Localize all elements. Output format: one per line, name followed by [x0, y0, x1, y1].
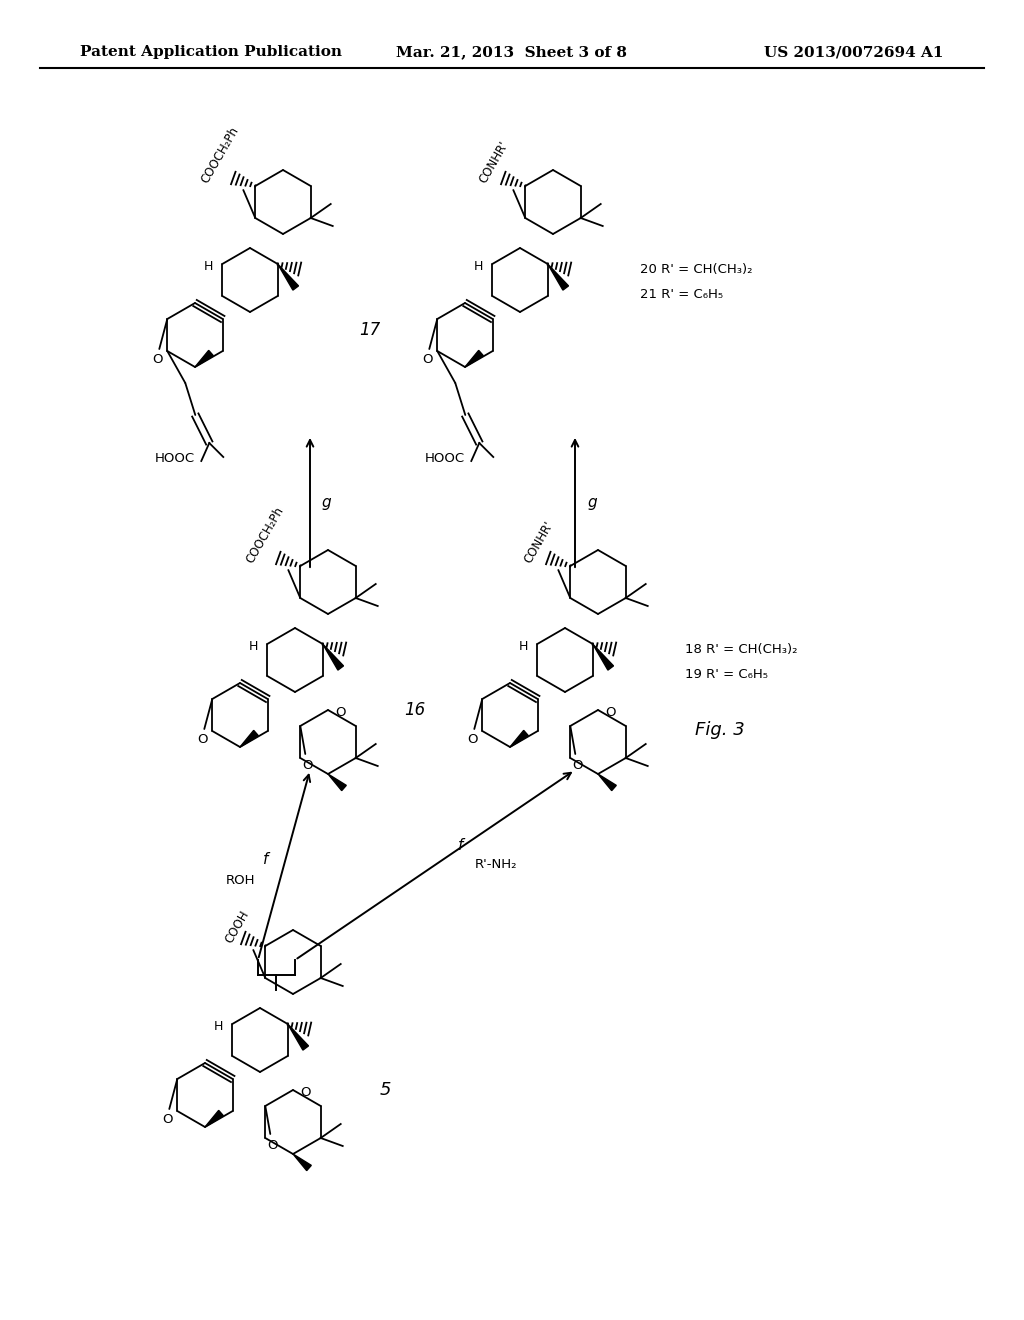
Text: ROH: ROH	[225, 874, 255, 887]
Polygon shape	[328, 774, 346, 791]
Text: f: f	[262, 853, 268, 867]
Text: O: O	[467, 733, 477, 746]
Text: CONHR': CONHR'	[477, 140, 511, 186]
Text: Fig. 3: Fig. 3	[695, 721, 744, 739]
Text: g: g	[322, 495, 332, 511]
Text: O: O	[302, 759, 312, 772]
Polygon shape	[510, 730, 528, 747]
Text: H: H	[204, 260, 213, 272]
Text: Mar. 21, 2013  Sheet 3 of 8: Mar. 21, 2013 Sheet 3 of 8	[396, 45, 628, 59]
Text: H: H	[473, 260, 483, 272]
Text: 20 R' = CH(CH₃)₂: 20 R' = CH(CH₃)₂	[640, 264, 753, 276]
Text: O: O	[162, 1113, 172, 1126]
Polygon shape	[465, 350, 483, 367]
Text: O: O	[335, 706, 345, 719]
Text: 21 R' = C₆H₅: 21 R' = C₆H₅	[640, 289, 723, 301]
Text: O: O	[605, 706, 615, 719]
Polygon shape	[323, 644, 343, 671]
Text: O: O	[152, 352, 163, 366]
Text: 19 R' = C₆H₅: 19 R' = C₆H₅	[685, 668, 768, 681]
Polygon shape	[548, 264, 568, 290]
Text: 16: 16	[404, 701, 426, 719]
Text: COOH: COOH	[222, 908, 251, 946]
Text: COOCH₂Ph: COOCH₂Ph	[199, 125, 242, 186]
Text: HOOC: HOOC	[156, 451, 196, 465]
Text: Patent Application Publication: Patent Application Publication	[80, 45, 342, 59]
Text: R'-NH₂: R'-NH₂	[475, 858, 517, 871]
Text: 18 R' = CH(CH₃)₂: 18 R' = CH(CH₃)₂	[685, 644, 798, 656]
Text: g: g	[587, 495, 597, 511]
Text: 17: 17	[359, 321, 381, 339]
Text: US 2013/0072694 A1: US 2013/0072694 A1	[765, 45, 944, 59]
Text: 5: 5	[379, 1081, 391, 1100]
Polygon shape	[293, 1154, 311, 1171]
Text: O: O	[572, 759, 583, 772]
Polygon shape	[205, 1110, 223, 1127]
Polygon shape	[195, 350, 213, 367]
Text: O: O	[300, 1086, 310, 1100]
Polygon shape	[240, 730, 258, 747]
Text: O: O	[197, 733, 208, 746]
Text: H: H	[518, 639, 528, 652]
Polygon shape	[288, 1024, 308, 1051]
Text: H: H	[249, 639, 258, 652]
Polygon shape	[593, 644, 613, 671]
Text: O: O	[267, 1139, 278, 1152]
Text: CONHR': CONHR'	[522, 519, 556, 566]
Text: f: f	[458, 837, 464, 853]
Text: H: H	[214, 1019, 223, 1032]
Text: HOOC: HOOC	[425, 451, 465, 465]
Polygon shape	[278, 264, 299, 290]
Text: O: O	[422, 352, 432, 366]
Text: COOCH₂Ph: COOCH₂Ph	[244, 506, 287, 566]
Polygon shape	[598, 774, 616, 791]
